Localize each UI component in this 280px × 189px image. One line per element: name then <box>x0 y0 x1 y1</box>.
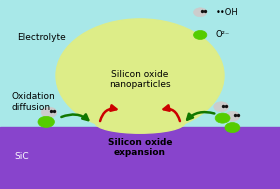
Circle shape <box>215 113 230 123</box>
FancyArrowPatch shape <box>61 114 88 120</box>
Circle shape <box>193 8 207 17</box>
Circle shape <box>225 111 240 121</box>
Bar <box>0 127 280 189</box>
Text: Silicon oxide
expansion: Silicon oxide expansion <box>108 138 172 157</box>
Text: ••OH: ••OH <box>216 8 238 17</box>
Circle shape <box>56 19 224 132</box>
Text: Oxidation
diffusion: Oxidation diffusion <box>11 92 55 112</box>
Circle shape <box>225 122 240 133</box>
Text: SiC: SiC <box>14 152 29 161</box>
FancyArrowPatch shape <box>164 105 180 121</box>
Ellipse shape <box>95 112 185 133</box>
Text: O²⁻: O²⁻ <box>216 30 230 40</box>
FancyArrowPatch shape <box>187 112 214 120</box>
Circle shape <box>41 107 57 118</box>
FancyArrowPatch shape <box>100 105 116 121</box>
Text: Silicon oxide
nanoparticles: Silicon oxide nanoparticles <box>109 70 171 89</box>
Text: Electrolyte: Electrolyte <box>17 33 66 42</box>
Circle shape <box>214 102 229 112</box>
Circle shape <box>38 116 54 127</box>
Circle shape <box>193 30 207 40</box>
